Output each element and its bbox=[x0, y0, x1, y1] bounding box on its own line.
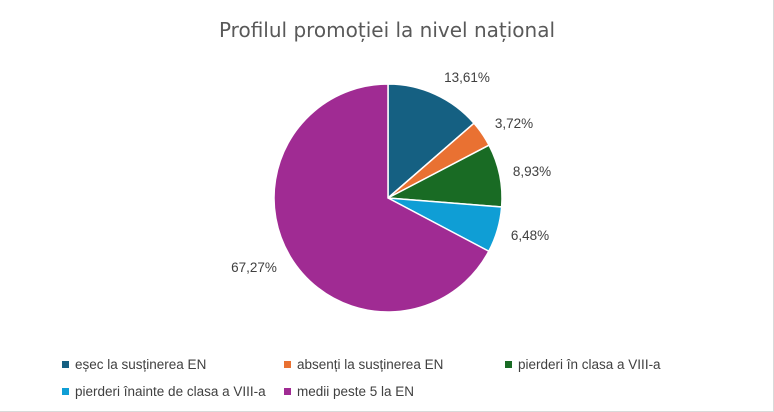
legend-swatch-medii bbox=[284, 388, 291, 395]
legend-item-pierderi-viii: pierderi în clasa a VIII-a bbox=[505, 357, 661, 372]
legend-item-pierderi-inainte: pierderi înainte de clasa a VIII-a bbox=[62, 384, 266, 399]
data-label-medii: 67,27% bbox=[231, 260, 277, 275]
chart-title: Profilul promoției la nivel național bbox=[218, 18, 556, 42]
legend-label-pierderi-viii: pierderi în clasa a VIII-a bbox=[518, 357, 661, 372]
legend-swatch-pierderi-inainte bbox=[62, 388, 69, 395]
legend-item-medii: medii peste 5 la EN bbox=[284, 384, 414, 399]
pie-slice-esec bbox=[387, 83, 476, 200]
legend-label-medii: medii peste 5 la EN bbox=[297, 384, 415, 399]
data-label-esec: 13,61% bbox=[444, 70, 490, 85]
legend-swatch-absenti bbox=[284, 361, 291, 368]
data-label-pierderi-inainte: 6,48% bbox=[511, 228, 549, 243]
legend-item-esec: eșec la susținerea EN bbox=[62, 357, 206, 372]
legend-label-pierderi-inainte: pierderi înainte de clasa a VIII-a bbox=[75, 384, 266, 399]
legend-item-absenti: absenți la susținerea EN bbox=[284, 357, 443, 372]
legend-swatch-esec bbox=[62, 361, 69, 368]
legend-swatch-pierderi-viii bbox=[505, 361, 512, 368]
data-label-absenti: 3,72% bbox=[495, 116, 533, 131]
data-label-pierderi-viii: 8,93% bbox=[513, 164, 551, 179]
legend-label-esec: eșec la susținerea EN bbox=[75, 357, 207, 372]
legend-label-absenti: absenți la susținerea EN bbox=[297, 357, 444, 372]
pie-slice-medii bbox=[273, 83, 490, 313]
